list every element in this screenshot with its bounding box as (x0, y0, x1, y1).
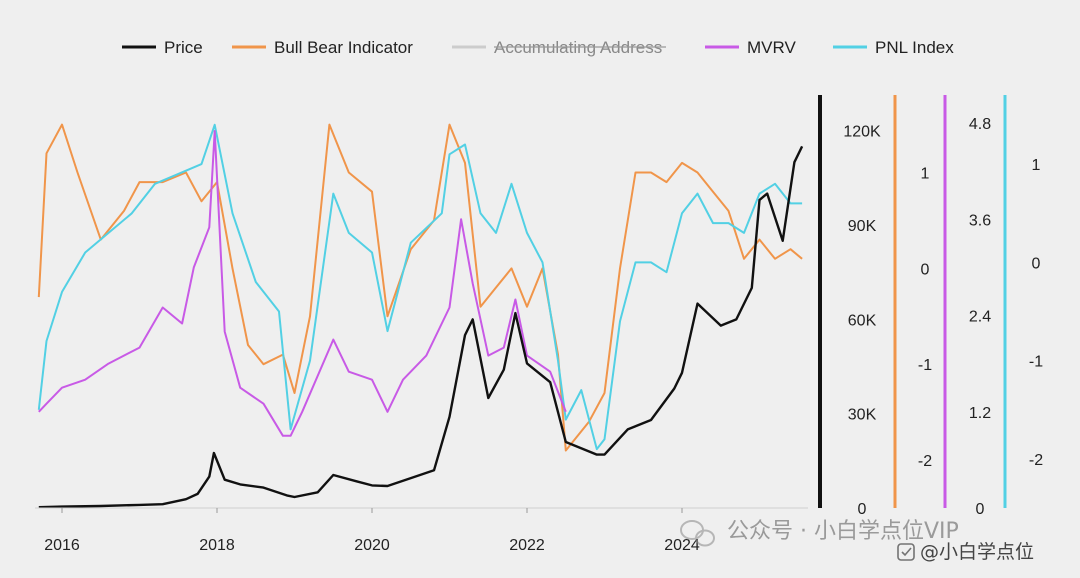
y-tick-label: 0 (1032, 255, 1041, 272)
y-tick-label: -2 (918, 453, 932, 470)
y-tick-label: -2 (1029, 452, 1043, 469)
badge-icon (897, 543, 915, 561)
series-line-mvrv (38, 130, 567, 437)
y-tick-label: 1.2 (969, 405, 991, 422)
x-tick-label: 2016 (44, 537, 80, 554)
y-tick-label: 0 (858, 501, 867, 518)
legend-label: Price (164, 38, 203, 57)
y-tick-label: 1 (1032, 157, 1041, 174)
y-tick-label: 1 (921, 166, 930, 183)
legend-label: Bull Bear Indicator (274, 38, 413, 57)
y-axis-price: 0 30K 60K 90K 120K (818, 95, 881, 518)
y-tick-label: 0 (976, 501, 985, 518)
y-tick-label: 0 (921, 261, 930, 278)
legend-label: MVRV (747, 38, 796, 57)
x-tick-label: 2022 (509, 537, 545, 554)
y-tick-label: 30K (848, 407, 877, 424)
legend-item-4[interactable]: PNL Index (833, 38, 954, 57)
y-tick-label: 90K (848, 218, 877, 235)
plot-area (37, 123, 804, 509)
series-line-bull-bear-indicator (37, 123, 803, 452)
y-tick-label: 4.8 (969, 116, 991, 133)
y-tick-label: -1 (1029, 354, 1043, 371)
legend-item-1[interactable]: Bull Bear Indicator (232, 38, 413, 57)
y-tick-label: 60K (848, 312, 877, 329)
y-axis-indicator: -2 -1 0 1 (893, 95, 932, 508)
legend-item-2[interactable]: Accumulating Address (452, 38, 666, 57)
watermark-badge: @小白学点位 (920, 541, 1034, 563)
legend-label: PNL Index (875, 38, 954, 57)
y-axes: 0 30K 60K 90K 120K -2 -1 0 1 0 1.2 2.4 3.6 4.8 -2 -1 0 1 (818, 95, 1043, 518)
x-tick-label: 2018 (199, 537, 235, 554)
x-axis: 2016 2018 2020 2022 2024 (35, 507, 808, 554)
y-tick-label: 120K (843, 124, 881, 141)
legend-item-3[interactable]: MVRV (705, 38, 796, 57)
x-tick-label: 2024 (664, 537, 700, 554)
legend-item-0[interactable]: Price (122, 38, 203, 57)
legend: Price Bull Bear Indicator Accumulating Add… (122, 38, 954, 57)
series-line-price (38, 145, 804, 509)
series-line-pnl-index (37, 123, 803, 451)
watermark: 公众号 · 小白学点位VIP @小白学点位 (680, 519, 1034, 563)
watermark-channel: 公众号 · 小白学点位VIP (727, 519, 959, 544)
y-tick-label: 3.6 (969, 212, 991, 229)
y-axis-pnl: -2 -1 0 1 (1003, 95, 1043, 508)
y-tick-label: 2.4 (969, 309, 991, 326)
y-axis-mvrv: 0 1.2 2.4 3.6 4.8 (943, 95, 991, 518)
wechat-icon (680, 520, 715, 547)
x-tick-label: 2020 (354, 537, 390, 554)
y-tick-label: -1 (918, 357, 932, 374)
